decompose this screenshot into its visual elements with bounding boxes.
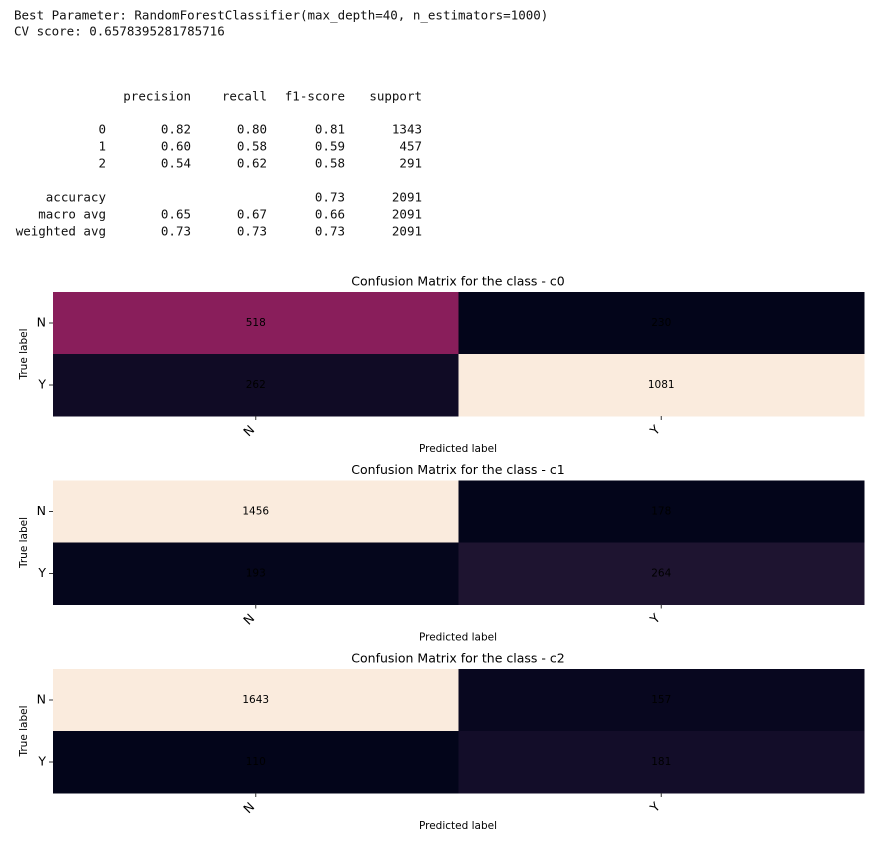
x-tick-label: Y — [646, 799, 663, 816]
y-axis-label: True label — [18, 517, 30, 569]
report-cell: 0.54 — [161, 156, 191, 171]
report-cell: 0.73 — [315, 190, 345, 205]
cell-label: 181 — [651, 756, 671, 768]
y-tick-label: N — [37, 692, 46, 707]
cell-label: 230 — [651, 317, 671, 329]
report-header: f1-score — [285, 89, 345, 104]
chart-title: Confusion Matrix for the class - c0 — [351, 274, 564, 289]
report-cell: 0.81 — [315, 122, 345, 137]
heatmap-cell — [53, 731, 459, 794]
x-axis-label: Predicted label — [419, 632, 497, 644]
x-tick-label: Y — [646, 422, 663, 439]
report-cell: weighted avg — [16, 224, 106, 239]
report-cell: 1343 — [392, 122, 422, 137]
cell-label: 264 — [651, 568, 671, 580]
cell-label: 1643 — [242, 694, 269, 706]
report-cell: 0.65 — [161, 207, 191, 222]
report-cell: 2 — [98, 156, 106, 171]
report-cell: 0.80 — [237, 122, 267, 137]
cv-score: CV score: 0.6578395281785716 — [14, 24, 225, 39]
report-cell: macro avg — [38, 207, 106, 222]
heatmap-cell — [53, 542, 459, 605]
report-cell: 291 — [399, 156, 422, 171]
heatmap-cell — [458, 480, 865, 543]
report-cell: 0.60 — [161, 139, 191, 154]
x-tick-label: N — [240, 610, 257, 627]
x-axis-label: Predicted label — [419, 443, 497, 455]
chart-title: Confusion Matrix for the class - c1 — [351, 462, 564, 477]
y-tick-label: Y — [37, 754, 46, 769]
cell-label: 193 — [246, 568, 266, 580]
report-cell: 0.73 — [237, 224, 267, 239]
report-cell: 0.67 — [237, 207, 267, 222]
report-cell: 2091 — [392, 207, 422, 222]
y-axis-label: True label — [18, 705, 30, 757]
report-cell: 0.62 — [237, 156, 267, 171]
heatmap-cell — [458, 731, 865, 794]
x-tick-label: N — [240, 799, 257, 816]
report-cell: 2091 — [392, 190, 422, 205]
y-tick-label: Y — [37, 565, 46, 580]
y-tick-label: Y — [37, 377, 46, 392]
report-header: support — [369, 89, 422, 104]
report-cell: 0.66 — [315, 207, 345, 222]
report-cell: 0.58 — [237, 139, 267, 154]
report-cell: 0.73 — [315, 224, 345, 239]
report-cell: 0.59 — [315, 139, 345, 154]
heatmap-cell — [53, 480, 459, 543]
cell-label: 157 — [651, 694, 671, 706]
best-parameter: Best Parameter: RandomForestClassifier(m… — [14, 8, 548, 23]
cell-label: 1456 — [242, 506, 269, 518]
report-cell: 0.82 — [161, 122, 191, 137]
report-cell: 1 — [98, 139, 106, 154]
heatmap-cell — [458, 669, 865, 732]
report-cell: accuracy — [46, 190, 107, 205]
report-header: precision — [123, 89, 191, 104]
x-tick-label: Y — [646, 610, 663, 627]
heatmap-cell — [458, 354, 865, 417]
report-header: recall — [222, 89, 267, 104]
report-cell: 2091 — [392, 224, 422, 239]
x-tick-label: N — [240, 422, 257, 439]
cell-label: 110 — [246, 756, 266, 768]
report-cell: 0 — [98, 122, 106, 137]
cell-label: 262 — [246, 379, 266, 391]
y-tick-label: N — [37, 503, 46, 518]
heatmap-cell — [53, 292, 459, 355]
report-cell: 457 — [399, 139, 422, 154]
heatmap-cell — [458, 292, 865, 355]
heatmap-cell — [458, 542, 865, 605]
report-cell: 0.58 — [315, 156, 345, 171]
report-cell: 0.73 — [161, 224, 191, 239]
chart-title: Confusion Matrix for the class - c2 — [351, 651, 564, 666]
x-axis-label: Predicted label — [419, 820, 497, 832]
cell-label: 1081 — [648, 379, 675, 391]
heatmap-cell — [53, 354, 459, 417]
y-tick-label: N — [37, 315, 46, 330]
cell-label: 518 — [246, 317, 266, 329]
cell-label: 178 — [651, 506, 671, 518]
heatmap-cell — [53, 669, 459, 732]
y-axis-label: True label — [18, 328, 30, 380]
